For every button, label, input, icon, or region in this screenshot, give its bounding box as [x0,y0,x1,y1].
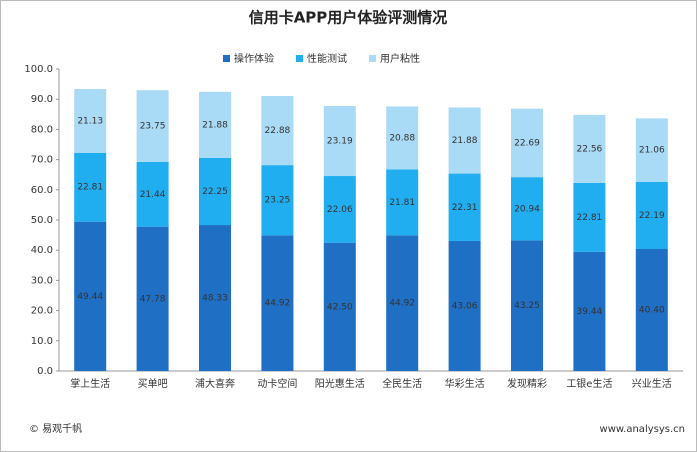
chart-title: 信用卡APP用户体验评测情况 [249,9,448,27]
bar-segment [635,118,668,182]
value-label: 21.88 [452,136,478,146]
y-tick-label: 10.0 [31,336,53,347]
bar-segment [511,177,543,241]
bar-segment [573,183,606,252]
value-label: 43.06 [452,301,478,311]
bar-segment [74,152,107,222]
website: www.analysys.cn [600,424,685,435]
value-label: 23.25 [265,196,291,206]
value-label: 21.44 [140,190,166,200]
bar-segment [448,240,481,371]
bar-segment [74,221,107,371]
value-label: 22.06 [327,205,353,215]
x-tick-label: 全民生活 [382,377,422,390]
bar-segment [323,105,356,177]
legend-swatch [369,55,376,62]
y-tick-label: 20.0 [31,306,53,317]
bar-segment [323,176,356,243]
value-label: 43.25 [514,301,540,311]
bar-segment [261,165,294,236]
bar-segment [199,157,231,226]
bar-segment [511,240,543,371]
legend-label: 性能测试 [307,52,347,65]
value-label: 22.81 [77,183,103,193]
x-tick-label: 浦大喜奔 [195,377,235,390]
bar-segment [635,181,668,249]
legend-label: 操作体验 [234,52,274,65]
y-tick-label: 40.0 [31,245,53,256]
bar-segment [386,106,419,170]
value-label: 22.81 [577,213,603,223]
value-label: 21.81 [389,198,415,208]
x-tick-label: 动卡空间 [257,377,297,390]
x-tick-label: 华彩生活 [445,377,485,390]
bar-segment [511,108,543,178]
source: © 易观千帆 [29,422,82,435]
y-tick-label: 60.0 [31,185,53,196]
value-label: 21.06 [639,146,665,156]
x-tick-label: 兴业生活 [632,377,672,390]
x-tick-label: 工银e生活 [566,377,612,390]
bar-segment [323,242,356,371]
bar-segment [199,91,231,158]
legend-label: 用户粘性 [380,52,420,65]
bar-segment [448,107,481,174]
y-tick-label: 90.0 [31,94,53,105]
y-tick-label: 100.0 [24,64,53,75]
value-label: 22.69 [514,138,540,148]
value-label: 23.75 [140,122,166,132]
value-label: 48.33 [202,294,228,304]
bar-segment [261,96,294,166]
x-tick-label: 掌上生活 [70,377,110,390]
y-tick-label: 80.0 [31,124,53,135]
bar-segment [136,226,169,371]
value-label: 20.88 [389,133,415,143]
value-label: 22.56 [577,144,603,154]
legend-swatch [223,55,230,62]
bar-segment [261,235,294,371]
bar-segment [386,235,419,371]
value-label: 21.13 [77,116,103,126]
bar-segment [573,251,606,371]
value-label: 22.19 [639,211,665,221]
value-label: 44.92 [265,299,291,309]
y-tick-label: 70.0 [31,155,53,166]
value-label: 39.44 [577,307,603,317]
x-tick-label: 买单吧 [138,378,168,390]
value-label: 47.78 [140,294,166,304]
value-label: 40.40 [639,305,665,315]
bar-segment [136,90,169,162]
y-tick-label: 50.0 [31,215,53,226]
bar-segment [448,173,481,241]
bar-segment [635,248,668,371]
value-label: 21.88 [202,120,228,130]
value-label: 49.44 [77,292,103,302]
legend-swatch [296,55,303,62]
bar-segment [386,169,419,236]
value-label: 22.31 [452,203,478,213]
x-tick-label: 发现精彩 [507,377,547,390]
bar-segment [74,88,107,153]
bar-segment [136,161,169,227]
value-label: 20.94 [514,204,540,214]
value-label: 42.50 [327,302,353,312]
bar-segment [573,114,606,184]
value-label: 23.19 [327,137,353,147]
value-label: 44.92 [389,299,415,309]
x-tick-label: 阳光惠生活 [315,377,365,390]
y-tick-label: 30.0 [31,275,53,286]
value-label: 22.25 [202,187,228,197]
y-tick-label: 0.0 [37,366,53,377]
bar-segment [199,225,231,371]
value-label: 22.88 [265,126,291,136]
